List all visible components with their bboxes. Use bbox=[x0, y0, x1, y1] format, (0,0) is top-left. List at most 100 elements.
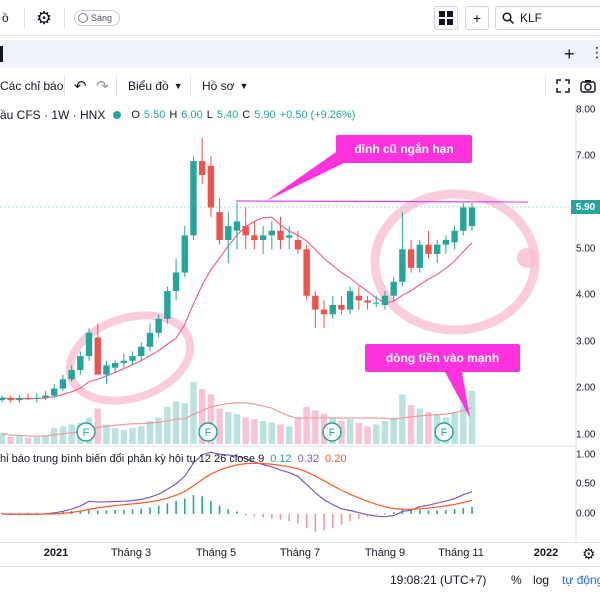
low-value: 5.40 bbox=[216, 109, 239, 121]
candle-body bbox=[320, 309, 328, 315]
candle-body bbox=[103, 365, 110, 375]
volume-bar bbox=[425, 412, 432, 444]
f-marker-label[interactable]: F bbox=[441, 427, 448, 439]
macd-histogram-bar bbox=[105, 510, 108, 514]
left-accent bbox=[0, 46, 3, 62]
candle-body bbox=[207, 165, 215, 208]
candle-body bbox=[329, 305, 336, 315]
f-marker-label[interactable]: F bbox=[205, 427, 212, 439]
price-tick: 5.00 bbox=[576, 243, 596, 255]
chart-menu-button[interactable]: Biểu đồ ▼ bbox=[128, 70, 183, 102]
add-symbol-button[interactable]: + bbox=[465, 6, 489, 30]
auto-toggle[interactable]: tự động bbox=[562, 573, 600, 587]
volume-bar bbox=[138, 426, 145, 444]
indicators-button[interactable]: Các chỉ báo bbox=[0, 70, 63, 102]
undo-button[interactable]: ↶ bbox=[74, 70, 87, 102]
redo-button[interactable]: ↷ bbox=[96, 70, 109, 102]
candle-body bbox=[129, 356, 136, 361]
candle-body bbox=[24, 397, 32, 399]
candle-body bbox=[198, 161, 206, 175]
macd-histogram-bar bbox=[445, 509, 447, 514]
candle-body bbox=[442, 240, 450, 245]
volume-bar bbox=[146, 420, 154, 444]
search-icon bbox=[502, 12, 514, 24]
f-marker-label[interactable]: F bbox=[329, 427, 336, 439]
macd-histogram-bar bbox=[201, 496, 203, 514]
volume-bar bbox=[103, 424, 110, 444]
partial-left-label: ồ bbox=[2, 11, 9, 25]
time-axis[interactable]: 2021 Tháng 3 Tháng 5 Tháng 7 Tháng 9 Thá… bbox=[0, 542, 600, 564]
toggle-knob-icon bbox=[78, 13, 88, 23]
candle-body bbox=[416, 244, 423, 268]
profile-menu-button[interactable]: Hồ sơ ▼ bbox=[202, 70, 248, 102]
macd-line bbox=[1, 451, 473, 518]
candle-body bbox=[364, 300, 371, 303]
search-value: KLF bbox=[520, 11, 543, 25]
divider bbox=[190, 76, 191, 96]
candle-body bbox=[181, 235, 188, 273]
volume-bar bbox=[312, 410, 319, 444]
candle-body bbox=[312, 295, 319, 310]
divider bbox=[545, 76, 546, 96]
candle-body bbox=[399, 249, 406, 282]
candle-body bbox=[7, 397, 14, 401]
candle-body bbox=[51, 388, 58, 396]
macd-histogram-bar bbox=[236, 511, 238, 514]
candle-body bbox=[259, 235, 267, 240]
divider bbox=[24, 8, 25, 28]
gear-icon: ⚙ bbox=[36, 7, 53, 28]
axis-settings-button[interactable]: ⚙ bbox=[582, 545, 595, 563]
candle-body bbox=[468, 207, 476, 227]
volume-bar bbox=[416, 408, 423, 444]
callout-strong-money-flow: dòng tiền vào mạnh bbox=[365, 344, 520, 372]
add-pane-button[interactable]: + bbox=[564, 44, 575, 65]
candle-body bbox=[355, 295, 363, 301]
candle-body bbox=[85, 332, 93, 357]
macd-histogram-bar bbox=[131, 509, 134, 514]
candle-body bbox=[216, 212, 223, 240]
symbol-search-input[interactable]: KLF bbox=[495, 6, 600, 30]
time-tick: Tháng 11 bbox=[438, 547, 484, 559]
grid-icon bbox=[439, 11, 453, 25]
macd-histogram-bar bbox=[392, 512, 395, 514]
volume-bar bbox=[172, 401, 180, 444]
volume-bar bbox=[24, 437, 32, 444]
macd-histogram-bar bbox=[410, 509, 412, 514]
volume-bar bbox=[355, 422, 363, 444]
volume-bar bbox=[198, 389, 206, 444]
layout-grid-button[interactable] bbox=[434, 6, 458, 30]
fullscreen-button[interactable] bbox=[556, 70, 570, 102]
volume-bar bbox=[16, 436, 23, 444]
time-tick: 2021 bbox=[43, 547, 69, 559]
settings-button[interactable]: ⚙ bbox=[36, 0, 52, 36]
volume-bar bbox=[277, 424, 284, 444]
macd-histogram-bar bbox=[227, 509, 230, 514]
macd-histogram-bar bbox=[358, 514, 360, 519]
macd-histogram-bar bbox=[175, 501, 177, 514]
indicators-label: Các chỉ báo bbox=[0, 79, 64, 93]
volume-bar bbox=[216, 408, 223, 444]
macd-histogram-bar bbox=[436, 510, 438, 514]
macd-histogram-bar bbox=[36, 512, 38, 514]
screenshot-button[interactable] bbox=[576, 70, 600, 102]
volume-bar bbox=[233, 413, 241, 444]
candle-body bbox=[77, 356, 84, 370]
chart-menu-label: Biểu đồ bbox=[128, 79, 169, 93]
volume-bar bbox=[303, 406, 310, 444]
partial-left-button[interactable]: ồ bbox=[2, 0, 9, 36]
f-marker-circle bbox=[198, 422, 218, 442]
top-toolbar: ồ ⚙ Sáng + KLF bbox=[0, 0, 600, 36]
more-button[interactable]: ⋮ bbox=[590, 44, 600, 61]
divider bbox=[64, 8, 65, 28]
percent-toggle[interactable]: % bbox=[511, 573, 522, 587]
f-marker-circle bbox=[434, 422, 454, 442]
volume-bar bbox=[120, 429, 128, 444]
f-marker-label[interactable]: F bbox=[83, 427, 90, 439]
more-icon: ⋮ bbox=[590, 44, 600, 60]
macd-histogram-bar bbox=[279, 514, 282, 520]
log-toggle[interactable]: log bbox=[533, 573, 550, 587]
legend-status-dot bbox=[113, 111, 122, 119]
macd-histogram-bar bbox=[323, 514, 325, 531]
theme-toggle[interactable]: Sáng bbox=[74, 10, 120, 26]
